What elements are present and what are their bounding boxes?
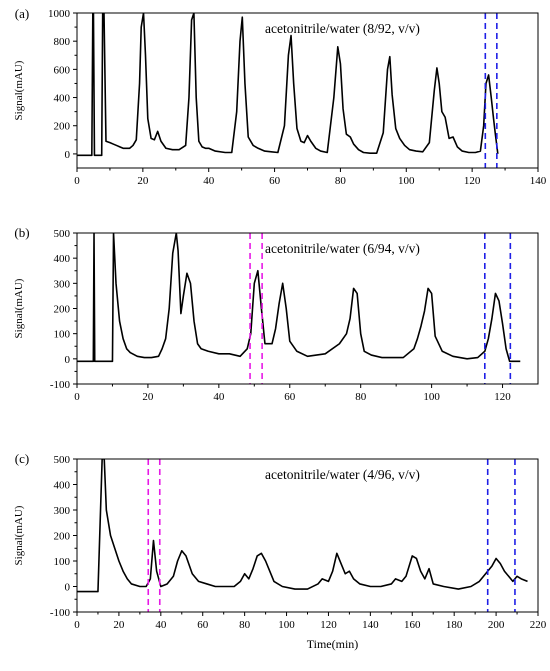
chromatogram-trace: [77, 13, 499, 157]
x-tick-label: 140: [530, 175, 547, 187]
panel-label: (b): [14, 225, 29, 240]
x-tick-label: 80: [335, 175, 347, 187]
x-tick-label: 120: [464, 175, 481, 187]
x-tick-label: 100: [423, 391, 440, 403]
panel-label: (c): [15, 451, 29, 466]
y-tick-label: 400: [54, 93, 71, 105]
x-tick-label: 60: [269, 175, 281, 187]
x-tick-label: 100: [278, 619, 295, 631]
x-tick-label: 120: [320, 619, 337, 631]
y-tick-label: 200: [54, 121, 71, 133]
x-tick-label: 0: [74, 619, 80, 631]
x-tick-label: 40: [155, 619, 167, 631]
panel-0: 0 20 40 60 80 100 120 140 0 200 400 600 800 1000 Signa…: [13, 6, 547, 187]
x-tick-label: 20: [137, 175, 149, 187]
mobile-phase-annotation: acetonitrile/water (6/94, v/v): [265, 241, 420, 256]
chromatogram-trace: [77, 233, 521, 363]
x-tick-label: 200: [488, 619, 505, 631]
y-axis-label: Signal(mAU): [13, 505, 25, 565]
panel-label: (a): [15, 6, 29, 21]
x-tick-label: 80: [355, 391, 367, 403]
y-tick-label: 800: [54, 36, 71, 48]
x-tick-label: 120: [494, 391, 511, 403]
y-tick-label: 0: [65, 354, 71, 366]
y-tick-label: 600: [54, 64, 71, 76]
y-axis-label: Signal(mAU): [13, 278, 25, 338]
y-tick-label: 300: [54, 505, 71, 517]
x-axis-label: Time(min): [307, 637, 359, 651]
y-tick-label: 500: [54, 454, 71, 466]
y-tick-label: 0: [65, 149, 71, 161]
x-tick-label: 40: [203, 175, 215, 187]
y-tick-label: 0: [65, 582, 71, 594]
x-tick-label: 60: [284, 391, 296, 403]
chromatogram-trace: [77, 459, 528, 593]
x-tick-label: 140: [362, 619, 379, 631]
y-tick-label: 400: [54, 480, 71, 492]
y-tick-label: 500: [54, 228, 71, 240]
panel-1: 0 20 40 60 80 100 120-1000100200300400500Signa…: [13, 225, 539, 403]
x-tick-label: 0: [74, 175, 80, 187]
y-tick-label: -100: [50, 379, 71, 391]
x-tick-label: 100: [398, 175, 415, 187]
mobile-phase-annotation: acetonitrile/water (8/92, v/v): [265, 21, 420, 36]
y-tick-label: -100: [50, 607, 71, 619]
panel-2: 0 20 40 60 80 100 120 140 160 180 200 220-100010020…: [13, 451, 547, 651]
x-tick-label: 40: [213, 391, 225, 403]
y-tick-label: 200: [54, 304, 71, 316]
x-tick-label: 0: [74, 391, 80, 403]
y-tick-label: 100: [54, 556, 71, 568]
y-tick-label: 100: [54, 329, 71, 341]
mobile-phase-annotation: acetonitrile/water (4/96, v/v): [265, 467, 420, 482]
x-tick-label: 160: [404, 619, 421, 631]
x-tick-label: 80: [239, 619, 251, 631]
x-tick-label: 20: [142, 391, 154, 403]
y-axis-label: Signal(mAU): [13, 60, 25, 120]
y-tick-label: 400: [54, 253, 71, 265]
x-tick-label: 20: [113, 619, 125, 631]
y-tick-label: 1000: [48, 8, 71, 20]
x-tick-label: 60: [197, 619, 209, 631]
x-tick-label: 180: [446, 619, 463, 631]
x-tick-label: 220: [530, 619, 547, 631]
y-tick-label: 200: [54, 531, 71, 543]
y-tick-label: 300: [54, 278, 71, 290]
